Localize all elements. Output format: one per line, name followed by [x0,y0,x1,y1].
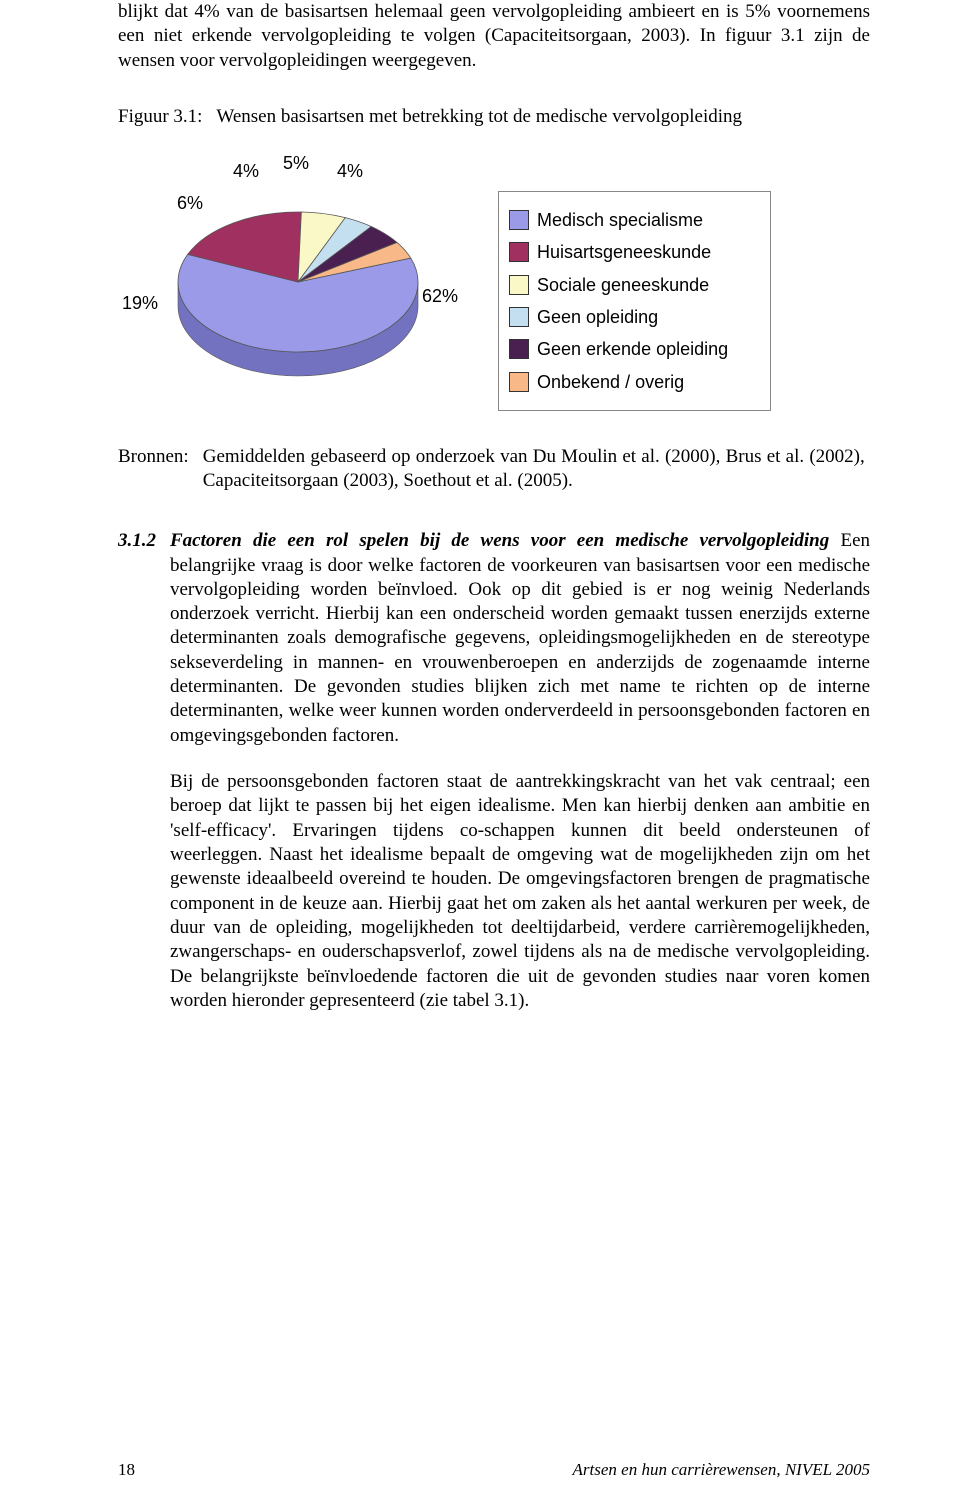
legend-swatch [509,307,529,327]
pie-data-label: 6% [177,193,203,213]
legend-label: Huisartsgeneeskunde [537,236,711,268]
sources-label: Bronnen: [118,445,198,469]
footer-source: Artsen en hun carrièrewensen, NIVEL 2005 [573,1459,870,1481]
legend-label: Medisch specialisme [537,204,703,236]
legend-label: Geen opleiding [537,301,658,333]
legend-swatch [509,242,529,262]
chart-legend: Medisch specialismeHuisartsgeneeskundeSo… [498,191,771,411]
pie-chart: 62% 19% 6% 4% 5% 4% [118,147,478,414]
section-heading: Factoren die een rol spelen bij de wens … [170,530,829,551]
legend-swatch [509,372,529,392]
pie-data-label: 19% [122,293,158,313]
section-body-1: Een belangrijke vraag is door welke fact… [170,530,870,746]
legend-item: Onbekend / overig [509,366,728,398]
page-number: 18 [118,1459,135,1481]
figure-label: Figuur 3.1: [118,105,212,129]
intro-paragraph: blijkt dat 4% van de basisartsen helemaa… [118,0,870,73]
pie-data-label: 5% [283,153,309,173]
pie-data-label: 4% [233,161,259,181]
figure-sources: Bronnen: Gemiddelden gebaseerd op onderz… [118,445,870,494]
legend-swatch [509,275,529,295]
legend-item: Geen erkende opleiding [509,333,728,365]
pie-data-label: 4% [337,161,363,181]
legend-item: Medisch specialisme [509,204,728,236]
legend-label: Onbekend / overig [537,366,684,398]
legend-item: Geen opleiding [509,301,728,333]
legend-label: Geen erkende opleiding [537,333,728,365]
figure-caption: Figuur 3.1: Wensen basisartsen met betre… [118,105,870,129]
sources-text: Gemiddelden gebaseerd op onderzoek van D… [203,445,865,494]
figure-caption-text: Wensen basisartsen met betrekking tot de… [216,106,742,127]
legend-item: Sociale geneeskunde [509,269,728,301]
section-body-2: Bij de persoonsgebonden factoren staat d… [170,770,870,1013]
legend-item: Huisartsgeneeskunde [509,236,728,268]
pie-data-label: 62% [422,286,458,306]
legend-label: Sociale geneeskunde [537,269,709,301]
legend-swatch [509,210,529,230]
legend-swatch [509,339,529,359]
section-number: 3.1.2 [118,529,170,748]
